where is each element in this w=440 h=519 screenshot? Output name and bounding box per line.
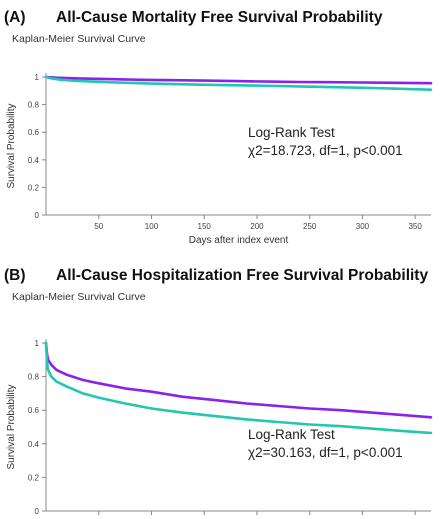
chart-b-annotation-line-2: χ2=30.163, df=1, p<0.001 xyxy=(248,445,403,460)
chart-a-title-text: All-Cause Mortality Free Survival Probab… xyxy=(56,9,383,26)
chart-a-annotation-line-2: χ2=18.723, df=1, p<0.001 xyxy=(248,143,403,158)
chart-b-title-text: All-Cause Hospitalization Free Survival … xyxy=(56,267,429,284)
chart-a-x-tick-label: 300 xyxy=(356,222,370,231)
chart-a-y-axis-label: Survival Probability xyxy=(6,103,17,188)
chart-b-series-1-line xyxy=(44,341,433,419)
chart-a-x-tick-label: 100 xyxy=(145,222,159,231)
chart-b-subtitle: Kaplan-Meier Survival Curve xyxy=(12,291,146,303)
chart-b-y-tick-label: 0.6 xyxy=(28,406,40,415)
chart-b-y-axis-label: Survival Probability xyxy=(6,384,17,469)
chart-a-x-tick-label: 150 xyxy=(198,222,212,231)
chart-a-panel-label: (A) xyxy=(4,9,26,26)
chart-a-series-2-line xyxy=(44,75,433,91)
chart-a-title: (A) All-Cause Mortality Free Survival Pro… xyxy=(4,9,382,27)
chart-a-x-axis-label: Days after index event xyxy=(189,235,289,246)
chart-a-series-1-line xyxy=(44,75,433,85)
chart-b-y-tick-label: 0 xyxy=(35,507,40,516)
chart-b-y-tick-label: 0.8 xyxy=(28,373,40,382)
chart-a-y-tick-label: 0.8 xyxy=(28,101,40,110)
chart-a-y-tick-label: 0.6 xyxy=(28,128,40,137)
chart-b-panel-label: (B) xyxy=(4,267,26,284)
chart-a-y-tick-label: 0.2 xyxy=(28,183,40,192)
chart-a-annotation-line-1: Log-Rank Test xyxy=(248,125,335,140)
chart-a-subtitle: Kaplan-Meier Survival Curve xyxy=(12,33,146,45)
chart-b-title: (B) All-Cause Hospitalization Free Surviv… xyxy=(4,267,428,285)
chart-a-x-tick-label: 200 xyxy=(250,222,264,231)
chart-a-x-tick-label: 250 xyxy=(303,222,317,231)
chart-b-series-2-line xyxy=(44,341,433,435)
chart-a-y-tick-label: 1 xyxy=(35,73,40,82)
chart-b-y-tick-label: 1 xyxy=(35,339,40,348)
chart-a-x-tick-label: 50 xyxy=(94,222,103,231)
chart-a-y-tick-label: 0 xyxy=(35,211,40,220)
chart-b-y-tick-label: 0.2 xyxy=(28,473,40,482)
chart-a-y-tick-label: 0.4 xyxy=(28,156,40,165)
chart-b-annotation-line-1: Log-Rank Test xyxy=(248,427,335,442)
chart-a-x-tick-label: 350 xyxy=(408,222,422,231)
chart-b-y-tick-label: 0.4 xyxy=(28,440,40,449)
chart-panel-a: 0 0.2 0.4 0.6 0.8 1 50 100 150 200 250 300 350 Days a… xyxy=(0,0,440,258)
